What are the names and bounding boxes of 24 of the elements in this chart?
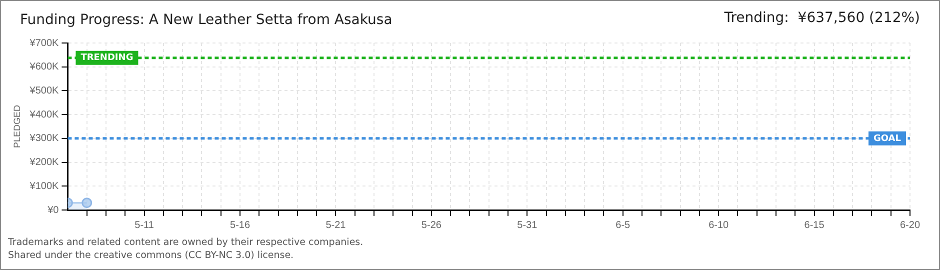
y-axis-title: PLEDGED	[12, 104, 22, 148]
x-tick-label: 6-15	[804, 220, 825, 231]
x-tick-label: 5-11	[134, 220, 154, 231]
y-tick-label: ¥400K	[28, 109, 60, 120]
y-tick-label: ¥700K	[28, 38, 60, 49]
y-tick-label: ¥0	[46, 204, 60, 216]
x-tick-label: 6-5	[616, 220, 631, 231]
y-tick-label: ¥500K	[28, 85, 60, 96]
y-tick-label: ¥600K	[28, 62, 60, 73]
ref-line-label: TRENDING	[80, 53, 134, 64]
x-tick-label: 6-20	[900, 220, 920, 231]
x-tick-label: 5-26	[421, 220, 442, 231]
x-tick-label: 6-10	[708, 220, 730, 231]
text: Shared under the creative commons (CC BY-NC 3.0) license.	[8, 249, 295, 262]
x-tick-label: 5-31	[517, 220, 538, 231]
chart-title: Funding Progress: A New Leather Setta from Asakusa	[20, 12, 392, 28]
y-tick-label: ¥300K	[28, 133, 60, 144]
y-tick-label: ¥100K	[28, 180, 60, 192]
ref-line-label: GOAL	[874, 134, 902, 144]
chart-subtitle: Trending: ¥637,560 (212%)	[724, 10, 920, 26]
x-tick-label: 5-16	[230, 220, 250, 231]
x-tick-label: 5-21	[326, 220, 346, 231]
y-tick-label: ¥200K	[28, 157, 60, 168]
text: Trademarks and related content are owned by their respective companies.	[8, 236, 364, 249]
